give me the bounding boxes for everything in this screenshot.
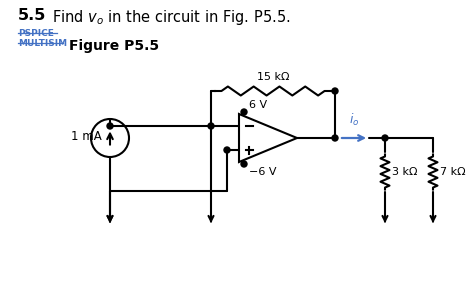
Circle shape <box>332 135 338 141</box>
Circle shape <box>332 88 338 94</box>
Text: 6 V: 6 V <box>249 100 267 110</box>
Text: 3 kΩ: 3 kΩ <box>392 167 418 177</box>
Text: −6 V: −6 V <box>249 167 276 177</box>
Text: 5.5: 5.5 <box>18 8 46 23</box>
Text: 7 kΩ: 7 kΩ <box>440 167 465 177</box>
Circle shape <box>224 147 230 153</box>
Circle shape <box>241 109 247 115</box>
Text: Figure P5.5: Figure P5.5 <box>69 39 159 53</box>
Text: PSPICE: PSPICE <box>18 29 54 38</box>
Circle shape <box>241 161 247 167</box>
Text: MULTISIM: MULTISIM <box>18 39 67 48</box>
Circle shape <box>107 123 113 129</box>
Text: $i_o$: $i_o$ <box>349 112 359 128</box>
Circle shape <box>208 123 214 129</box>
Text: 15 kΩ: 15 kΩ <box>257 72 289 82</box>
Text: Find $v_o$ in the circuit in Fig. P5.5.: Find $v_o$ in the circuit in Fig. P5.5. <box>52 8 291 27</box>
Circle shape <box>382 135 388 141</box>
Text: 1 mA: 1 mA <box>71 130 102 142</box>
